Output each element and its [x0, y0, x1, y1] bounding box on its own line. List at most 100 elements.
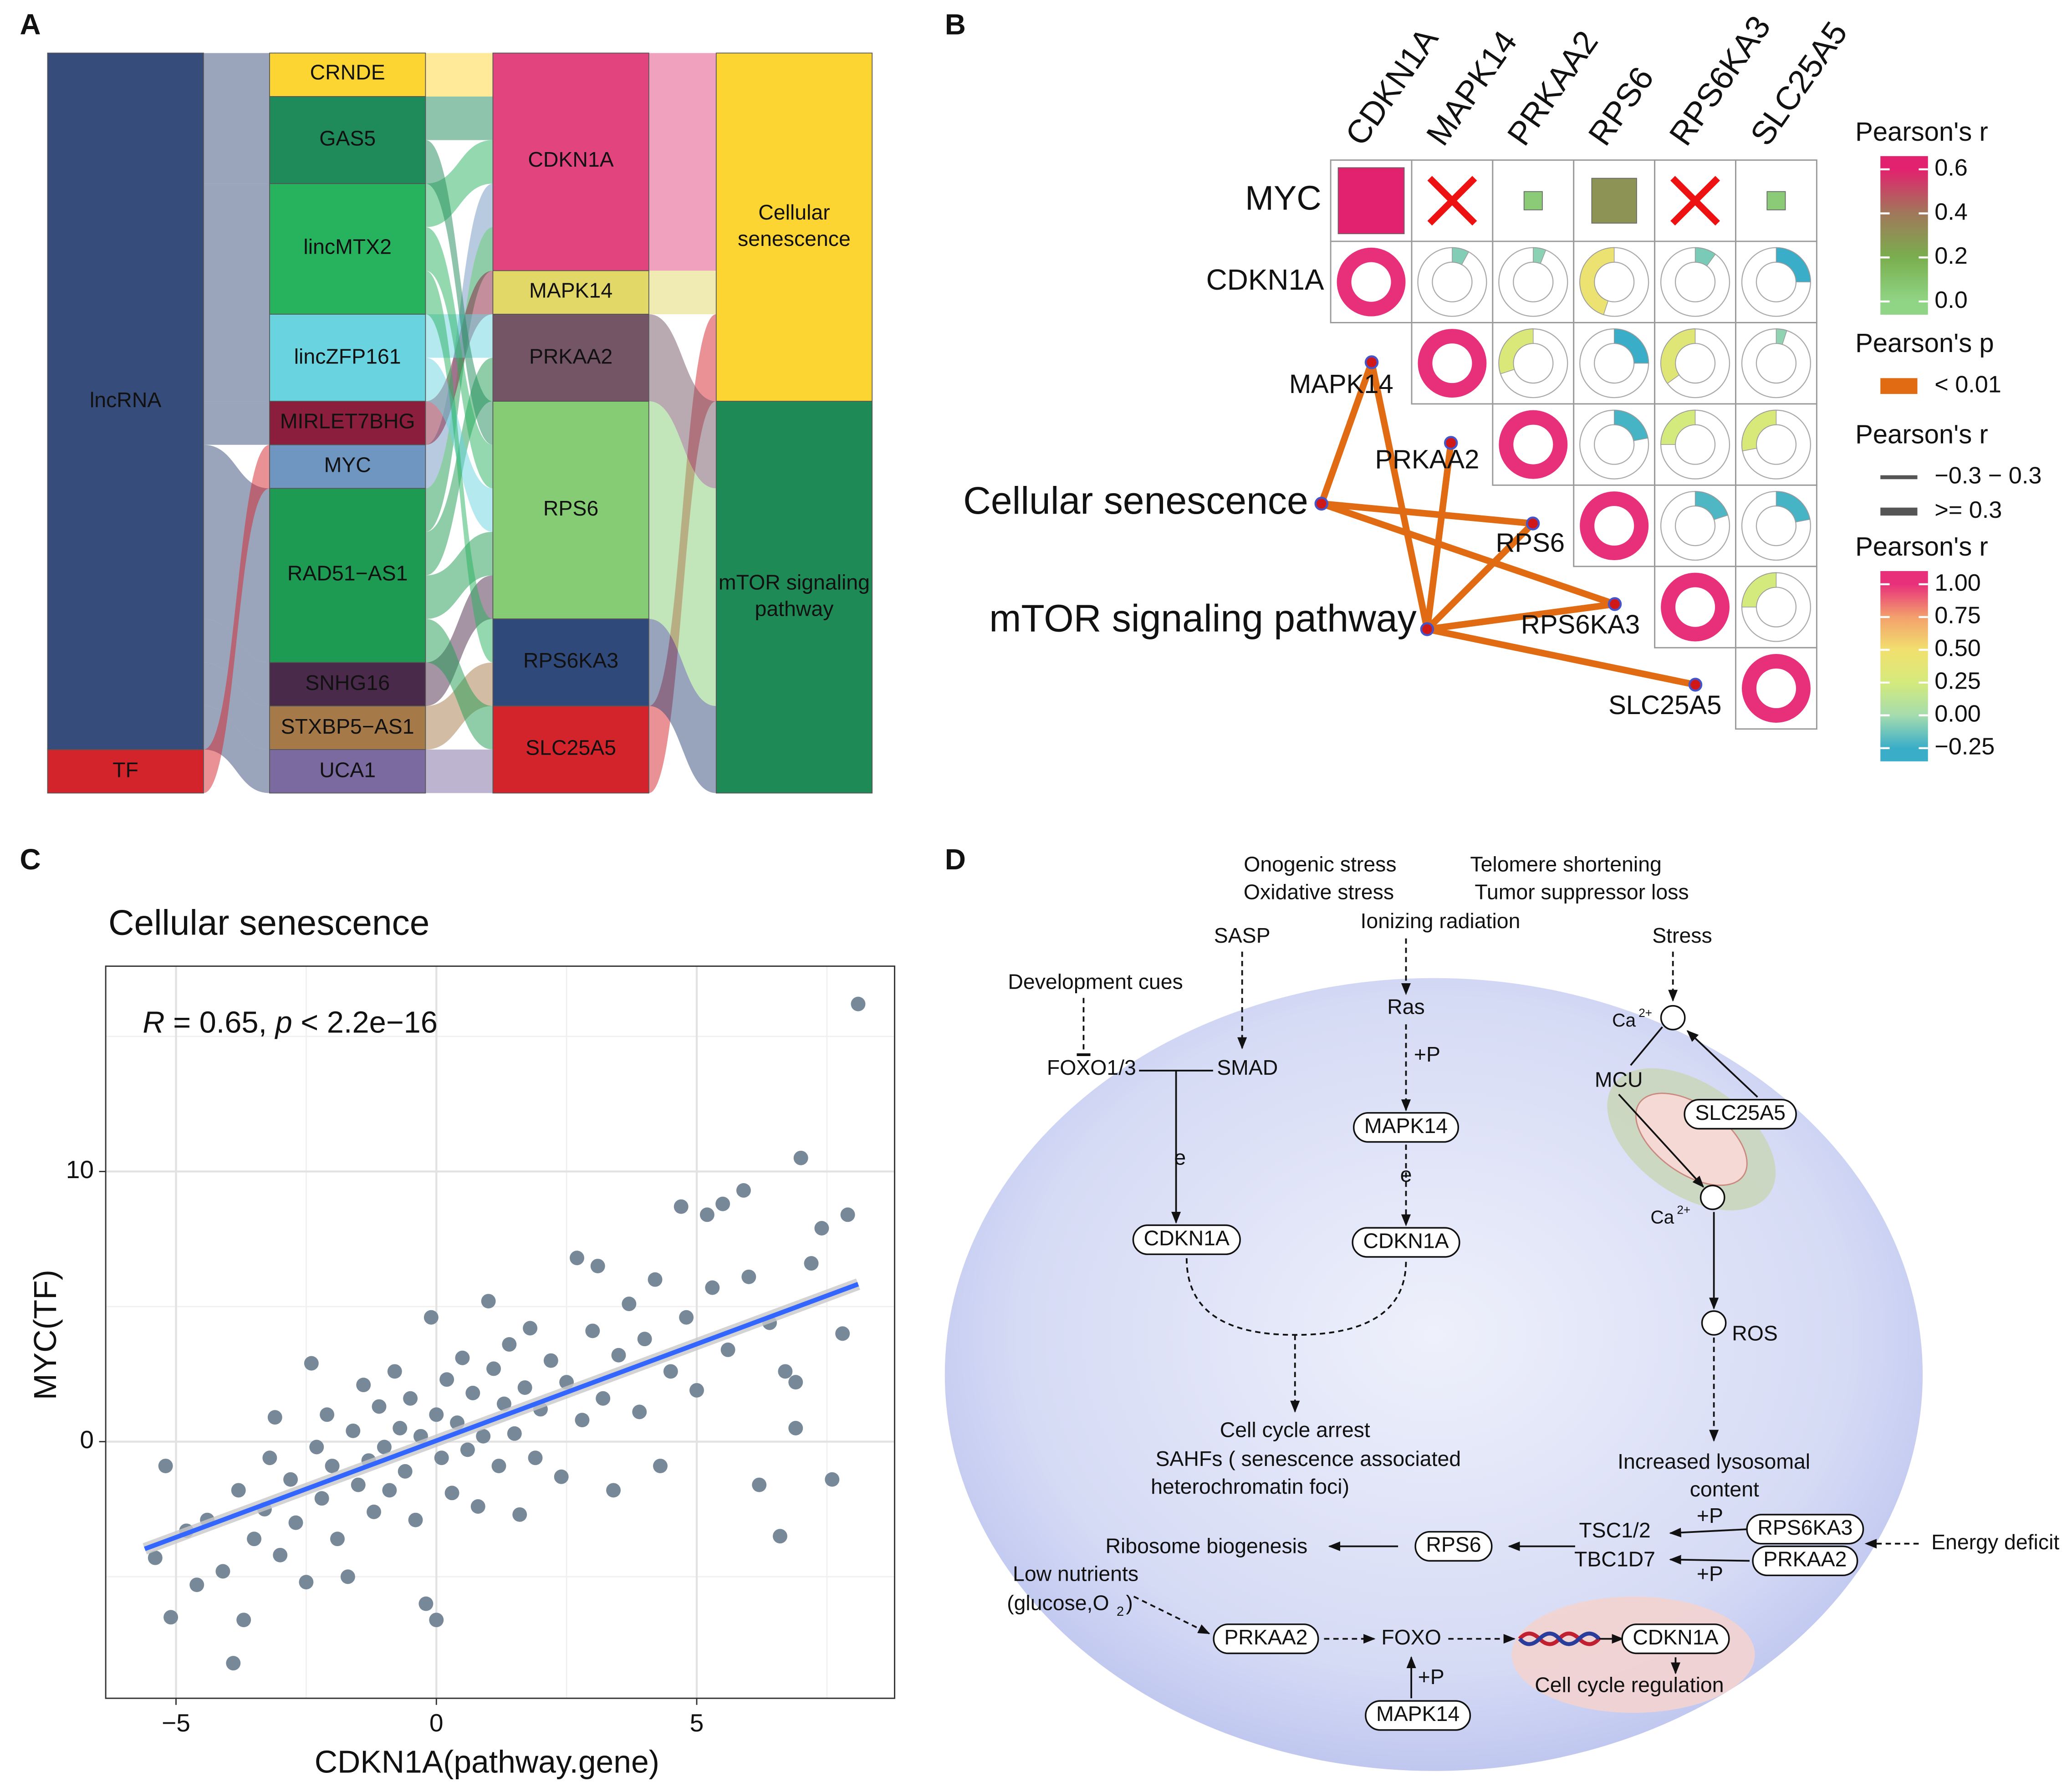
not-significant: [1427, 176, 1477, 226]
diagram-label: Increased lysosomal: [1618, 1450, 1810, 1473]
gene-box: [1213, 1623, 1319, 1654]
node-label: RPS6KA3: [523, 650, 619, 673]
node-label: mTOR signaling pathway: [718, 572, 870, 621]
annotation-part: p: [275, 1006, 292, 1039]
sankey-node: [269, 401, 426, 445]
molecules: [1660, 1005, 1727, 1336]
gene-label: RPS6KA3: [1521, 610, 1640, 639]
row-label: MYC: [1245, 179, 1322, 217]
sankey-link: [203, 184, 270, 314]
node-label-box: SNHG16: [305, 672, 390, 694]
point: [736, 1183, 751, 1198]
point: [288, 1515, 303, 1530]
point: [377, 1440, 392, 1455]
point: [330, 1532, 345, 1547]
sankey-node: [269, 96, 426, 184]
network-edge: [1424, 601, 1618, 633]
point: [215, 1564, 230, 1579]
sankey-node: [269, 183, 426, 315]
node-label: GAS5: [319, 128, 376, 151]
node-label: lncRNA: [89, 389, 162, 412]
point: [158, 1459, 173, 1473]
sankey-node: [47, 52, 204, 750]
point: [299, 1575, 314, 1590]
network-edge: [1424, 439, 1454, 633]
tf-square: [1591, 178, 1637, 224]
y-tick-label: 0: [80, 1425, 94, 1454]
arrow: [1133, 1596, 1210, 1634]
node-label-box: CRNDE: [310, 63, 385, 85]
ring: [1661, 572, 1730, 642]
network-edge: [1368, 359, 1431, 633]
node-label-box: UCA1: [319, 760, 376, 782]
point: [804, 1256, 819, 1271]
plot-border: [105, 965, 895, 1699]
diagram-label: ROS: [1732, 1321, 1778, 1345]
node-label-box: lincMTX2: [303, 237, 392, 259]
diagram-label: heterochromatin foci): [1151, 1475, 1349, 1498]
point: [840, 1207, 855, 1222]
node-label: TF: [112, 759, 139, 782]
node-label: Cellular senescence: [738, 202, 851, 251]
point: [340, 1569, 355, 1584]
gene-box-label: PRKAA2: [1224, 1625, 1307, 1649]
sankey-link: [425, 357, 493, 532]
arrows: [1077, 938, 1919, 1699]
gene-box: [1352, 1112, 1460, 1143]
legend-tick-label: 1.00: [1934, 570, 1981, 596]
point: [262, 1450, 277, 1465]
point: [689, 1383, 704, 1398]
node-label-box: CDKN1A: [528, 150, 613, 172]
legend-title: Pearson's r: [1855, 117, 1988, 147]
network-edge: [1318, 359, 1375, 507]
point: [705, 1280, 720, 1295]
node-label-box: PRKAA2: [529, 346, 612, 368]
diagram-label: +P: [1697, 1562, 1723, 1586]
gene-node: [1364, 355, 1379, 369]
ring: [1533, 247, 1546, 264]
node-label-box: RAD51−AS1: [287, 563, 408, 586]
diagram-label: SMAD: [1217, 1056, 1278, 1079]
diagram-label: 2+: [1677, 1203, 1690, 1216]
point: [486, 1361, 501, 1376]
molecule: [1701, 1310, 1727, 1336]
gene-box-label: MAPK14: [1364, 1114, 1448, 1138]
nodes: lncRNA TF CRNDE GAS5 lincMTX2 lincZFP161 MIRLE…: [47, 52, 873, 794]
gene-box-label: CDKN1A: [1363, 1229, 1449, 1252]
diagram-label: Ribosome biogenesis: [1105, 1534, 1307, 1558]
diagram-label: Oxidative stress: [1244, 880, 1394, 904]
column-label: RPS6: [1581, 60, 1661, 152]
point: [653, 1459, 668, 1473]
sankey-link: [648, 401, 716, 706]
diagram-label: ): [1126, 1591, 1133, 1614]
diagram-label: e: [1174, 1146, 1186, 1169]
ring: [1499, 410, 1568, 479]
tf-square: [1337, 167, 1405, 235]
point: [575, 1413, 590, 1428]
ring: [1337, 247, 1406, 317]
pathway-label: Cellular senescence: [963, 479, 1308, 522]
sankey-link: [648, 271, 716, 314]
node-label-box: lncRNA: [89, 389, 162, 412]
plot-area: [106, 966, 895, 1699]
diagram-label: Stress: [1652, 924, 1712, 947]
node-label: MYC: [324, 454, 371, 477]
point: [356, 1378, 371, 1393]
diagram-label: Low nutrients: [1013, 1562, 1138, 1586]
sankey-link: [648, 53, 716, 271]
point: [741, 1269, 756, 1284]
node-label-box: MIRLET7BHG: [280, 411, 415, 434]
node-label: lincZFP161: [294, 346, 401, 368]
sankey-node: [492, 314, 649, 402]
legend-tick-label: −0.25: [1934, 734, 1995, 760]
legend-label: >= 0.3: [1934, 497, 2002, 523]
sankey-node: [269, 705, 426, 750]
sankey-node: [492, 618, 649, 707]
network-edge: [1318, 500, 1618, 608]
point: [622, 1297, 637, 1312]
point: [512, 1507, 527, 1522]
diagram-label: e: [1400, 1163, 1412, 1186]
arrow: [1618, 1093, 1705, 1188]
legend-tick-label: 0.6: [1934, 155, 1968, 181]
